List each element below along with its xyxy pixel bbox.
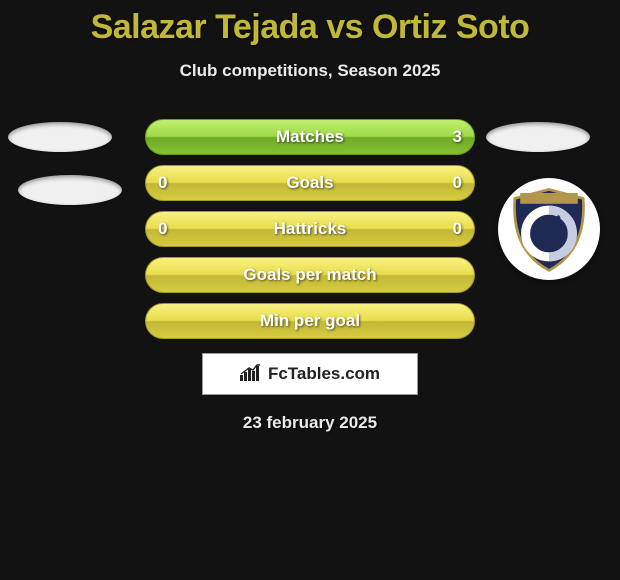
stat-label: Min per goal bbox=[260, 311, 360, 331]
stat-pill: Min per goal bbox=[145, 303, 475, 339]
brand-label: FcTables.com bbox=[268, 364, 380, 384]
player-left-avatar-placeholder-1 bbox=[8, 122, 112, 152]
player-right-avatar-placeholder bbox=[486, 122, 590, 152]
stat-label: Hattricks bbox=[274, 219, 347, 239]
player-left-avatar-placeholder-2 bbox=[18, 175, 122, 205]
subtitle: Club competitions, Season 2025 bbox=[0, 61, 620, 81]
stat-pill: 0 Goals 0 bbox=[145, 165, 475, 201]
club-badge bbox=[498, 178, 600, 280]
stat-right-value: 0 bbox=[453, 219, 462, 239]
stat-pill: Goals per match bbox=[145, 257, 475, 293]
stat-label: Goals bbox=[286, 173, 333, 193]
bar-chart-icon bbox=[240, 363, 262, 386]
stat-right-value: 0 bbox=[453, 173, 462, 193]
stat-left-value: 0 bbox=[158, 219, 167, 239]
date-label: 23 february 2025 bbox=[0, 413, 620, 433]
page-title: Salazar Tejada vs Ortiz Soto bbox=[0, 8, 620, 47]
stat-right-value: 3 bbox=[453, 127, 462, 147]
stat-left-value: 0 bbox=[158, 173, 167, 193]
stat-label: Goals per match bbox=[243, 265, 376, 285]
brand-badge[interactable]: FcTables.com bbox=[202, 353, 418, 395]
stat-label: Matches bbox=[276, 127, 344, 147]
club-crest-icon bbox=[504, 184, 594, 274]
stat-row-mpg: Min per goal bbox=[0, 303, 620, 339]
stat-pill: Matches 3 bbox=[145, 119, 475, 155]
stat-pill: 0 Hattricks 0 bbox=[145, 211, 475, 247]
